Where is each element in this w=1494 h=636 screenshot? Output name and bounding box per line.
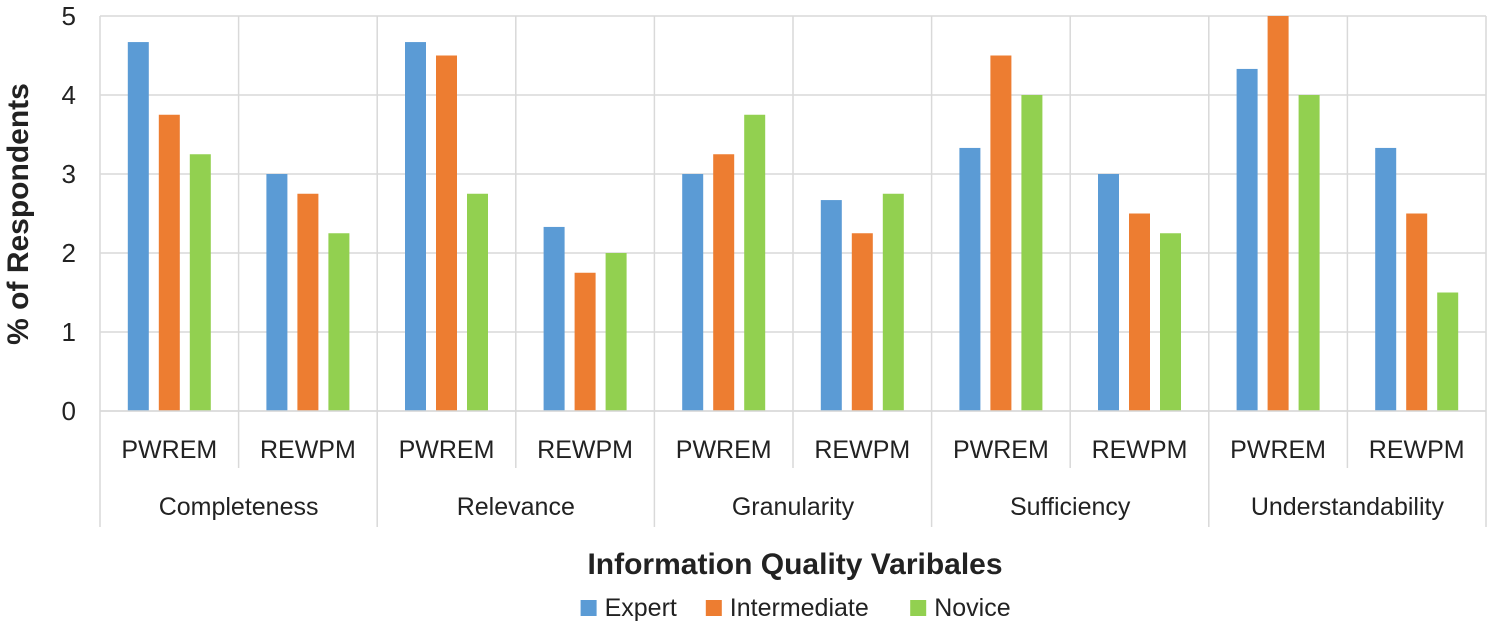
legend: Expert Intermediate Novice: [580, 594, 1011, 622]
bar-expert-1: [127, 42, 149, 411]
group-label: Relevance: [457, 493, 575, 521]
legend-label-intermediate: Intermediate: [730, 594, 869, 622]
bar-expert-2: [266, 174, 288, 411]
category-label: REWPM: [260, 436, 356, 464]
bar-intermediate-3: [436, 55, 457, 411]
legend-swatch-novice: [910, 600, 927, 616]
bar-novice-9: [1298, 95, 1320, 411]
y-tick-label: 0: [62, 396, 76, 426]
bar-novice-1: [189, 154, 211, 411]
bar-intermediate-4: [574, 272, 596, 411]
bar-expert-3: [405, 42, 426, 411]
category-label: PWREM: [399, 436, 495, 464]
category-label: REWPM: [1092, 436, 1188, 464]
y-axis-ticks: 0 1 2 3 4 5: [62, 1, 76, 426]
bar-intermediate-1: [158, 114, 180, 411]
bar-expert-9: [1236, 68, 1258, 412]
y-tick-label: 5: [62, 1, 76, 31]
y-axis-title: % of Respondents: [2, 83, 35, 345]
y-tick-label: 3: [62, 159, 76, 189]
group-label: Understandability: [1251, 493, 1445, 521]
bar-novice-2: [328, 233, 350, 411]
bar-intermediate-5: [713, 154, 735, 411]
bar-expert-10: [1375, 147, 1397, 411]
bar-novice-6: [882, 193, 904, 411]
category-label: REWPM: [1369, 436, 1465, 464]
bar-expert-4: [543, 226, 565, 411]
category-label: PWREM: [121, 436, 217, 464]
bar-intermediate-8: [1129, 213, 1150, 411]
category-label: PWREM: [676, 436, 772, 464]
y-tick-label: 4: [62, 80, 76, 110]
bar-expert-6: [820, 200, 842, 411]
group-label: Completeness: [159, 493, 319, 521]
bar-novice-5: [744, 114, 766, 411]
x-axis: PWREM REWPM PWREM REWPM PWREM REWPM PWREM REWPM…: [99, 410, 1487, 527]
bar-expert-7: [959, 147, 981, 411]
legend-swatch-intermediate: [705, 600, 722, 616]
bar-expert-5: [682, 174, 704, 411]
bar-novice-10: [1437, 292, 1459, 411]
group-label: Sufficiency: [1010, 493, 1131, 521]
bar-expert-8: [1098, 174, 1119, 411]
group-label: Granularity: [732, 493, 855, 521]
bars: [127, 16, 1459, 412]
x-axis-title: Information Quality Varibales: [587, 548, 1002, 581]
bar-intermediate-10: [1406, 213, 1428, 411]
bar-novice-7: [1021, 95, 1043, 411]
category-label: PWREM: [953, 436, 1049, 464]
bar-novice-3: [467, 193, 488, 411]
bar-intermediate-9: [1267, 16, 1289, 411]
legend-label-expert: Expert: [605, 594, 677, 622]
y-tick-label: 1: [62, 317, 76, 347]
y-tick-label: 2: [62, 238, 76, 268]
bar-intermediate-2: [297, 193, 319, 411]
legend-swatch-expert: [580, 600, 597, 616]
bar-intermediate-6: [851, 233, 873, 411]
bar-novice-4: [605, 253, 627, 411]
bar-novice-8: [1160, 233, 1181, 411]
category-label: PWREM: [1230, 436, 1326, 464]
category-label: REWPM: [537, 436, 633, 464]
bar-intermediate-7: [990, 55, 1012, 411]
legend-label-novice: Novice: [934, 594, 1010, 622]
category-label: REWPM: [814, 436, 910, 464]
